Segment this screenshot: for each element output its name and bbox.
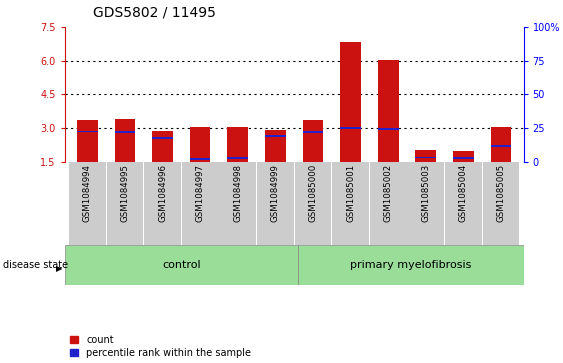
Bar <box>152 137 173 139</box>
Bar <box>69 162 106 245</box>
Bar <box>415 150 436 162</box>
Bar <box>115 119 135 162</box>
Text: GSM1084998: GSM1084998 <box>233 164 242 222</box>
Bar <box>340 42 361 162</box>
Bar <box>340 127 361 129</box>
Bar <box>303 131 323 133</box>
Bar <box>190 127 211 162</box>
Bar <box>77 120 97 162</box>
Text: ▶: ▶ <box>56 264 63 273</box>
Text: GSM1085002: GSM1085002 <box>384 164 393 222</box>
Text: GSM1085004: GSM1085004 <box>459 164 468 222</box>
Bar <box>220 162 256 245</box>
Bar <box>445 162 482 245</box>
Bar <box>227 158 248 159</box>
Text: GSM1085003: GSM1085003 <box>421 164 430 222</box>
Text: GSM1084997: GSM1084997 <box>195 164 204 222</box>
Bar <box>453 158 473 159</box>
Text: control: control <box>162 260 200 270</box>
Text: disease state: disease state <box>3 260 68 270</box>
Bar <box>106 162 144 245</box>
Bar <box>298 245 524 285</box>
Text: GSM1085000: GSM1085000 <box>309 164 318 222</box>
Bar <box>144 162 181 245</box>
Text: GSM1084996: GSM1084996 <box>158 164 167 222</box>
Bar <box>332 162 369 245</box>
Bar <box>265 135 285 136</box>
Bar <box>65 245 298 285</box>
Bar <box>482 162 520 245</box>
Bar <box>257 162 294 245</box>
Text: primary myelofibrosis: primary myelofibrosis <box>350 260 471 270</box>
Bar <box>227 127 248 162</box>
Bar <box>294 162 332 245</box>
Text: GSM1084994: GSM1084994 <box>83 164 92 222</box>
Text: GSM1084999: GSM1084999 <box>271 164 280 222</box>
Text: GSM1085001: GSM1085001 <box>346 164 355 222</box>
Bar <box>378 60 399 162</box>
Text: GDS5802 / 11495: GDS5802 / 11495 <box>93 6 216 20</box>
Bar <box>265 130 285 162</box>
Bar <box>370 162 406 245</box>
Bar <box>115 131 135 133</box>
Text: GSM1085005: GSM1085005 <box>497 164 506 222</box>
Bar <box>378 129 399 130</box>
Bar <box>182 162 218 245</box>
Bar <box>491 127 511 162</box>
Bar <box>408 162 444 245</box>
Text: GSM1084995: GSM1084995 <box>120 164 129 222</box>
Bar <box>491 145 511 147</box>
Bar <box>303 120 323 162</box>
Bar <box>190 158 211 160</box>
Legend: count, percentile rank within the sample: count, percentile rank within the sample <box>70 335 251 358</box>
Bar <box>152 131 173 162</box>
Bar <box>453 151 473 162</box>
Bar <box>77 131 97 132</box>
Bar <box>415 157 436 158</box>
